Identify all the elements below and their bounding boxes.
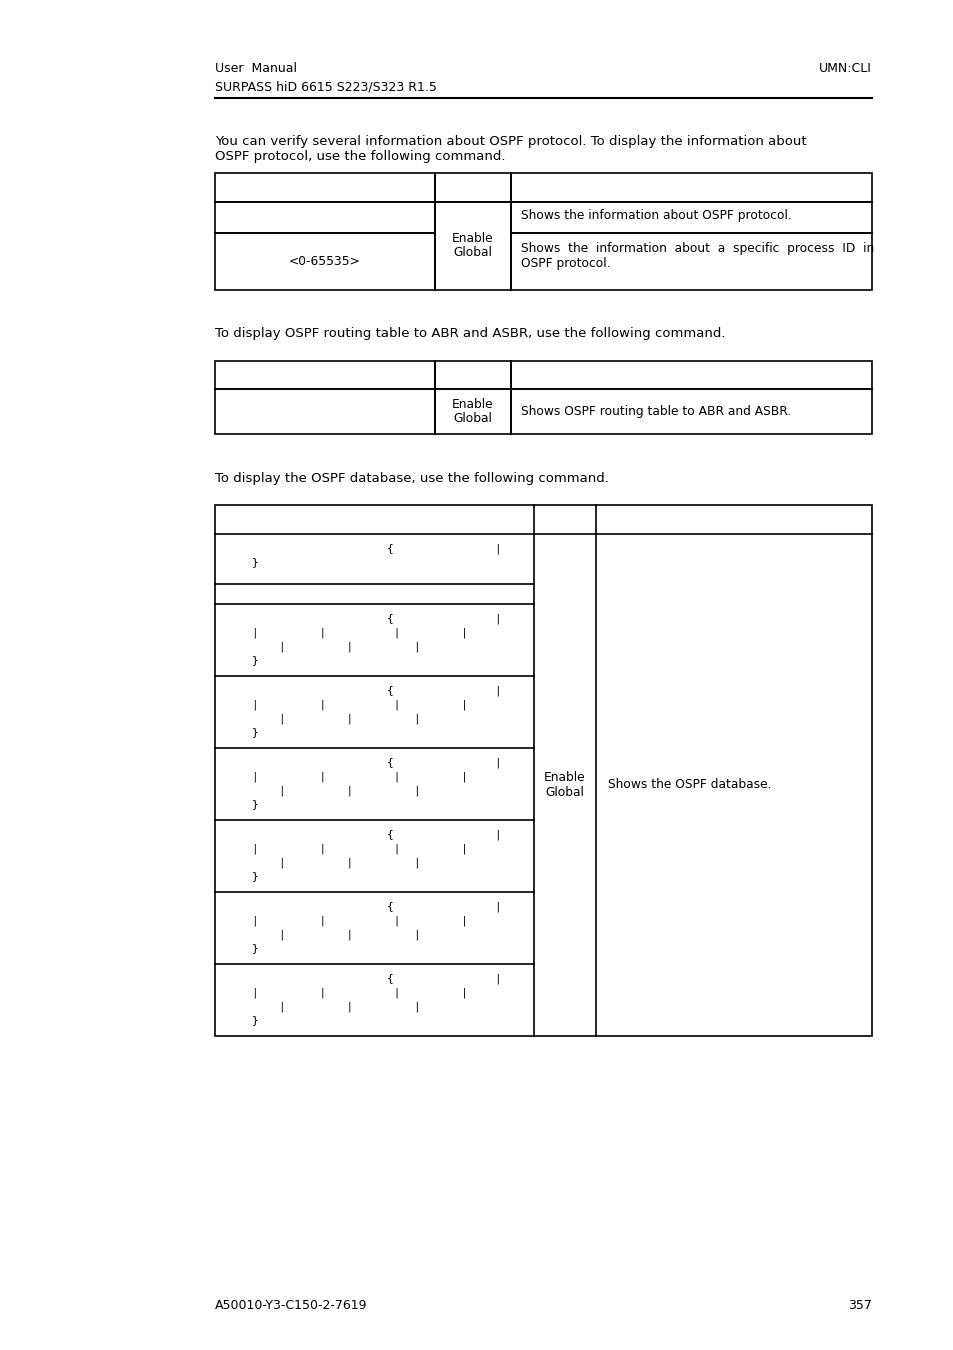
Text: |         |          |         |: | | | | bbox=[225, 771, 468, 782]
Text: |         |          |         |: | | | | bbox=[225, 699, 468, 710]
Text: }: } bbox=[225, 1015, 258, 1026]
Text: {               |: { | bbox=[225, 757, 501, 768]
Text: Enable
Global: Enable Global bbox=[543, 771, 585, 798]
Bar bbox=[435, 389, 510, 433]
Text: {               |: { | bbox=[225, 544, 501, 554]
Text: Enable
Global: Enable Global bbox=[452, 231, 493, 259]
Text: }: } bbox=[225, 656, 258, 666]
Bar bbox=[214, 173, 435, 201]
Bar bbox=[214, 389, 435, 433]
Text: |         |          |         |: | | | | bbox=[225, 987, 468, 998]
Text: Shows OSPF routing table to ABR and ASBR.: Shows OSPF routing table to ABR and ASBR… bbox=[520, 405, 790, 418]
Text: {               |: { | bbox=[225, 902, 501, 913]
Text: }: } bbox=[225, 944, 258, 953]
Bar bbox=[435, 173, 510, 201]
Text: To display the OSPF database, use the following command.: To display the OSPF database, use the fo… bbox=[214, 472, 608, 485]
Text: Shows the information about OSPF protocol.: Shows the information about OSPF protoco… bbox=[520, 208, 791, 221]
Bar bbox=[510, 234, 871, 289]
Text: <0-65535>: <0-65535> bbox=[289, 255, 360, 267]
Text: }: } bbox=[225, 728, 258, 737]
Text: |         |         |: | | | bbox=[225, 714, 420, 724]
Text: SURPASS hiD 6615 S223/S323 R1.5: SURPASS hiD 6615 S223/S323 R1.5 bbox=[214, 80, 436, 93]
Bar bbox=[435, 201, 510, 289]
Text: User  Manual: User Manual bbox=[214, 62, 296, 76]
Text: |         |          |         |: | | | | bbox=[225, 844, 468, 855]
Text: }: } bbox=[225, 558, 258, 567]
Text: |         |         |: | | | bbox=[225, 930, 420, 940]
Bar bbox=[435, 360, 510, 389]
Bar bbox=[510, 201, 871, 234]
Text: |         |         |: | | | bbox=[225, 1002, 420, 1012]
Text: {               |: { | bbox=[225, 829, 501, 840]
Text: {               |: { | bbox=[225, 973, 501, 984]
Text: |         |         |: | | | bbox=[225, 641, 420, 652]
Bar bbox=[214, 360, 435, 389]
Bar bbox=[510, 389, 871, 433]
Text: To display OSPF routing table to ABR and ASBR, use the following command.: To display OSPF routing table to ABR and… bbox=[214, 328, 724, 340]
Text: |         |         |: | | | bbox=[225, 857, 420, 868]
Bar bbox=[510, 360, 871, 389]
Text: |         |          |         |: | | | | bbox=[225, 915, 468, 926]
Bar bbox=[214, 234, 435, 289]
Text: {               |: { | bbox=[225, 686, 501, 697]
Text: Shows  the  information  about  a  specific  process  ID  in
OSPF protocol.: Shows the information about a specific p… bbox=[520, 242, 873, 270]
Text: A50010-Y3-C150-2-7619: A50010-Y3-C150-2-7619 bbox=[214, 1299, 367, 1312]
Text: Enable
Global: Enable Global bbox=[452, 397, 493, 425]
Text: Shows the OSPF database.: Shows the OSPF database. bbox=[607, 778, 771, 791]
Text: {               |: { | bbox=[225, 613, 501, 624]
Text: }: } bbox=[225, 799, 258, 810]
Text: 357: 357 bbox=[847, 1299, 871, 1312]
Bar bbox=[214, 505, 871, 1035]
Bar bbox=[510, 173, 871, 201]
Text: UMN:CLI: UMN:CLI bbox=[819, 62, 871, 76]
Bar bbox=[214, 201, 435, 234]
Text: |         |          |         |: | | | | bbox=[225, 628, 468, 639]
Text: |         |         |: | | | bbox=[225, 786, 420, 796]
Text: }: } bbox=[225, 872, 258, 882]
Text: You can verify several information about OSPF protocol. To display the informati: You can verify several information about… bbox=[214, 135, 806, 163]
